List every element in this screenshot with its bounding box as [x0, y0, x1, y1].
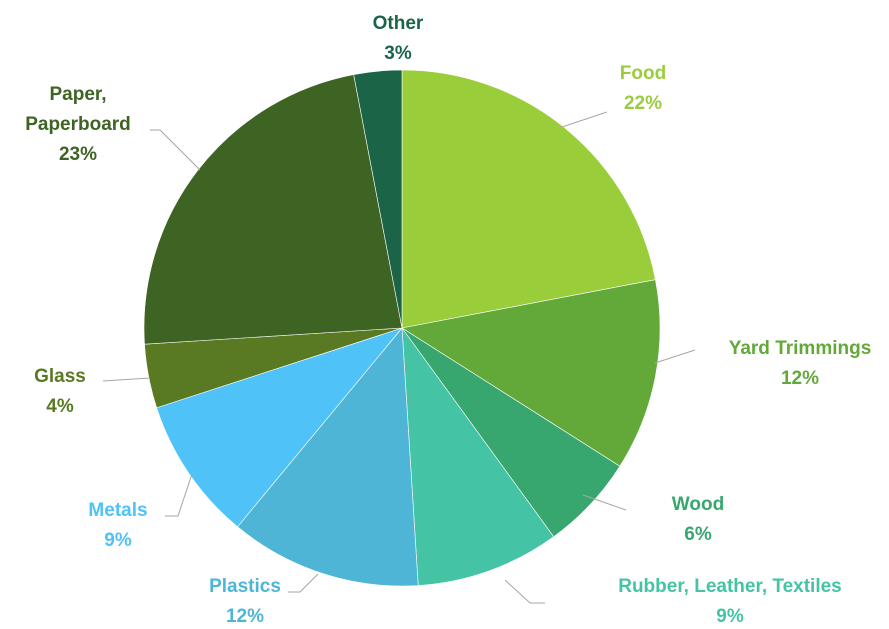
data-labels: Food 22% Yard Trimmings 12% Wood 6% Rubber, Le… [25, 13, 871, 627]
slice-name-label: Food [620, 63, 666, 84]
leader-line [561, 111, 608, 128]
pie-slice-plastics [237, 327, 419, 587]
slice-value-label: 12% [226, 606, 264, 627]
leader-line [582, 494, 627, 511]
pie-slice-rubber-leather-textiles [401, 326, 555, 586]
pie-slice-food [401, 69, 656, 329]
leader-line [102, 377, 151, 382]
slice-value-label: 12% [781, 368, 819, 389]
slice-value-label: 6% [684, 524, 712, 545]
slice-value-label: 9% [716, 606, 744, 627]
slice-name-label: Paperboard [25, 114, 131, 135]
slice-name-label: Yard Trimmings [729, 338, 872, 359]
slice-name-label: Rubber, Leather, Textiles [618, 576, 842, 597]
slice-value-label: 3% [384, 43, 412, 64]
slice-value-label: 4% [46, 396, 74, 417]
leader-line [165, 473, 193, 517]
pie-slice-paper-paperboard [143, 74, 403, 345]
slice-value-label: 23% [59, 144, 97, 165]
slice-name-label: Glass [34, 366, 86, 387]
slice-name-label: Paper, [49, 84, 106, 105]
slice-name-label: Wood [672, 494, 724, 515]
leader-line [504, 579, 545, 604]
leader-lines [102, 111, 696, 604]
pie-slice-other [353, 69, 403, 329]
slice-value-label: 9% [104, 530, 132, 551]
slice-name-label: Metals [88, 500, 147, 521]
slice-name-label: Plastics [209, 576, 281, 597]
pie-slice-metals [156, 327, 403, 528]
leader-line [288, 573, 319, 593]
pie-slice-yard-trimmings [401, 279, 661, 467]
pie-slices [143, 69, 661, 587]
leader-line [654, 349, 696, 364]
slice-name-label: Other [373, 13, 424, 34]
leader-line [150, 129, 201, 171]
slice-value-label: 22% [624, 93, 662, 114]
